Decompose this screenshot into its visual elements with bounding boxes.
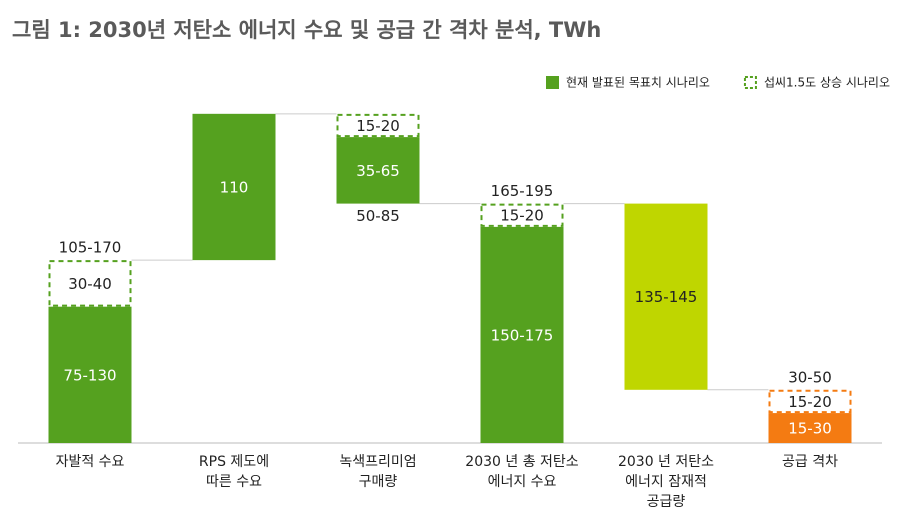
chart-title: 그림 1: 2030년 저탄소 에너지 수요 및 공급 간 격차 분석, TWh: [12, 18, 601, 42]
segment-label: 110: [220, 178, 249, 196]
segment-label: 135-145: [635, 288, 698, 306]
category-label: 공급 격차: [782, 454, 838, 470]
bar-segment: [336, 137, 420, 204]
category-label: 공급량: [647, 494, 686, 510]
bar-segment-dashed: [768, 389, 852, 414]
bar-segment-dashed: [480, 203, 564, 227]
bar-segment: [768, 413, 852, 443]
legend-label: 섭씨1.5도 상승 시나리오: [764, 76, 890, 90]
bar-segment: [48, 306, 132, 443]
segment-label: 15-20: [500, 207, 544, 225]
bar-segment: [192, 113, 276, 261]
segment-label: 150-175: [491, 326, 554, 344]
category-label: 에너지 수요: [488, 474, 557, 490]
category-label: 2030 년 저탄소: [618, 454, 714, 470]
segment-label: 15-20: [788, 393, 832, 411]
category-label: 자발적 수요: [56, 454, 125, 470]
legend-label: 현재 발표된 목표치 시나리오: [566, 76, 710, 90]
segment-label: 35-65: [356, 162, 400, 180]
category-label: 에너지 잠재적: [625, 474, 707, 490]
total-label: 50-85: [356, 207, 400, 225]
segment-label: 75-130: [63, 366, 116, 384]
bar-segment: [480, 226, 564, 443]
category-label: 2030 년 총 저탄소: [465, 454, 578, 470]
category-label: 따른 수요: [206, 474, 262, 490]
category-label: RPS 제도에: [199, 454, 269, 470]
segment-label: 30-40: [68, 275, 112, 293]
bar-segment: [624, 203, 708, 390]
legend-swatch: [546, 76, 559, 89]
bar-segment-dashed: [48, 260, 132, 307]
bar-segment-dashed: [336, 113, 420, 138]
segment-label: 15-30: [788, 420, 832, 438]
category-label: 구매량: [359, 474, 398, 490]
legend-swatch: [743, 76, 757, 89]
total-label: 165-195: [491, 182, 554, 200]
total-label: 30-50: [788, 368, 832, 386]
segment-label: 15-20: [356, 117, 400, 135]
category-label: 녹색프리미엄: [339, 454, 416, 470]
total-label: 105-170: [59, 239, 122, 257]
